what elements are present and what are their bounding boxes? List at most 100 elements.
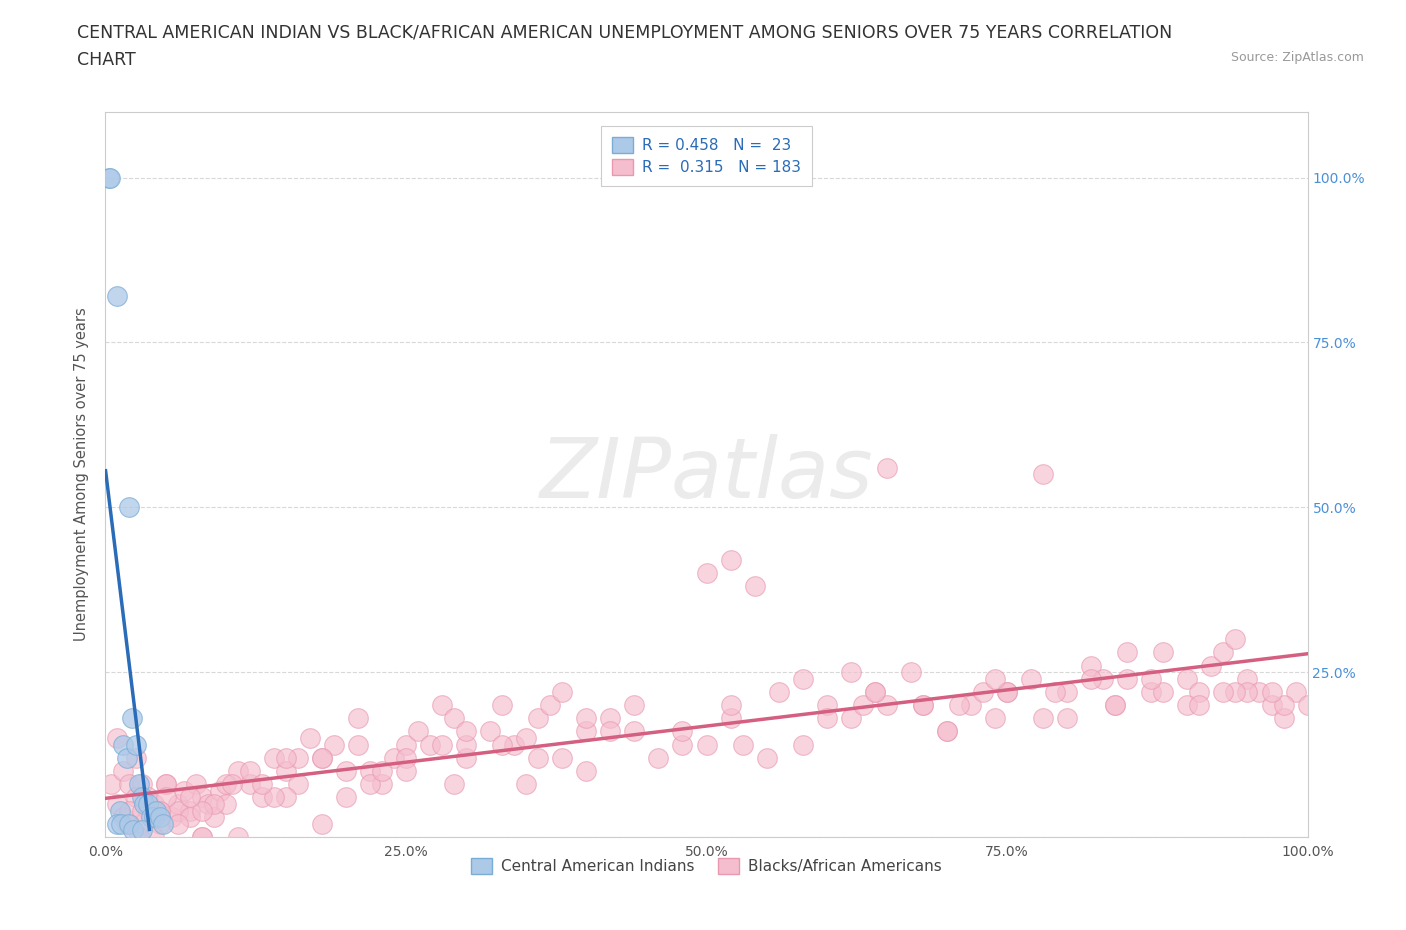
- Point: [139, 810, 162, 825]
- Point: [647, 751, 669, 765]
- Point: [124, 737, 146, 752]
- Point: [1177, 671, 1199, 686]
- Point: [311, 751, 333, 765]
- Point: [184, 777, 207, 791]
- Point: [274, 764, 297, 778]
- Point: [173, 783, 195, 798]
- Point: [575, 724, 598, 739]
- Point: [98, 170, 121, 185]
- Point: [107, 289, 129, 304]
- Point: [527, 711, 550, 725]
- Point: [1032, 711, 1054, 725]
- Point: [768, 684, 790, 699]
- Point: [190, 804, 212, 818]
- Point: [599, 724, 621, 739]
- Point: [960, 698, 983, 712]
- Point: [155, 777, 177, 791]
- Point: [118, 499, 141, 514]
- Point: [876, 698, 898, 712]
- Point: [107, 731, 129, 746]
- Point: [792, 737, 814, 752]
- Point: [155, 777, 177, 791]
- Point: [155, 790, 177, 804]
- Point: [1260, 698, 1282, 712]
- Point: [1188, 698, 1211, 712]
- Point: [226, 764, 249, 778]
- Point: [1080, 658, 1102, 673]
- Point: [287, 751, 309, 765]
- Point: [419, 737, 441, 752]
- Point: [900, 665, 922, 680]
- Point: [118, 817, 141, 831]
- Point: [1152, 644, 1174, 659]
- Point: [599, 711, 621, 725]
- Point: [515, 777, 537, 791]
- Point: [671, 724, 693, 739]
- Point: [166, 817, 188, 831]
- Point: [124, 751, 146, 765]
- Point: [1056, 684, 1078, 699]
- Text: CHART: CHART: [77, 51, 136, 69]
- Point: [744, 579, 766, 594]
- Point: [863, 684, 886, 699]
- Point: [984, 711, 1007, 725]
- Point: [100, 777, 122, 791]
- Point: [1212, 644, 1234, 659]
- Point: [443, 777, 465, 791]
- Point: [1032, 467, 1054, 482]
- Point: [1116, 644, 1139, 659]
- Point: [118, 804, 141, 818]
- Point: [575, 711, 598, 725]
- Point: [202, 797, 225, 812]
- Point: [936, 724, 959, 739]
- Point: [112, 764, 135, 778]
- Point: [347, 711, 370, 725]
- Point: [145, 804, 167, 818]
- Point: [274, 751, 297, 765]
- Point: [142, 830, 165, 844]
- Point: [503, 737, 526, 752]
- Point: [1201, 658, 1223, 673]
- Point: [1056, 711, 1078, 725]
- Point: [226, 830, 249, 844]
- Legend: Central American Indians, Blacks/African Americans: Central American Indians, Blacks/African…: [465, 852, 948, 880]
- Point: [263, 790, 285, 804]
- Point: [311, 751, 333, 765]
- Point: [456, 724, 478, 739]
- Point: [671, 737, 693, 752]
- Point: [623, 724, 645, 739]
- Point: [984, 671, 1007, 686]
- Point: [298, 731, 321, 746]
- Point: [815, 711, 838, 725]
- Point: [1284, 684, 1306, 699]
- Point: [1140, 671, 1163, 686]
- Point: [115, 817, 138, 831]
- Point: [456, 751, 478, 765]
- Point: [839, 665, 862, 680]
- Point: [136, 804, 159, 818]
- Point: [1140, 684, 1163, 699]
- Point: [696, 565, 718, 580]
- Point: [430, 737, 453, 752]
- Point: [142, 810, 165, 825]
- Point: [1236, 684, 1258, 699]
- Point: [250, 790, 273, 804]
- Point: [359, 777, 381, 791]
- Point: [371, 764, 394, 778]
- Text: CENTRAL AMERICAN INDIAN VS BLACK/AFRICAN AMERICAN UNEMPLOYMENT AMONG SENIORS OVE: CENTRAL AMERICAN INDIAN VS BLACK/AFRICAN…: [77, 23, 1173, 41]
- Point: [527, 751, 550, 765]
- Point: [263, 751, 285, 765]
- Point: [136, 797, 159, 812]
- Point: [1296, 698, 1319, 712]
- Point: [250, 777, 273, 791]
- Y-axis label: Unemployment Among Seniors over 75 years: Unemployment Among Seniors over 75 years: [75, 308, 90, 641]
- Point: [148, 804, 170, 818]
- Point: [1225, 684, 1247, 699]
- Point: [148, 804, 170, 818]
- Point: [839, 711, 862, 725]
- Point: [491, 737, 513, 752]
- Point: [166, 804, 188, 818]
- Point: [1212, 684, 1234, 699]
- Point: [179, 804, 201, 818]
- Point: [479, 724, 502, 739]
